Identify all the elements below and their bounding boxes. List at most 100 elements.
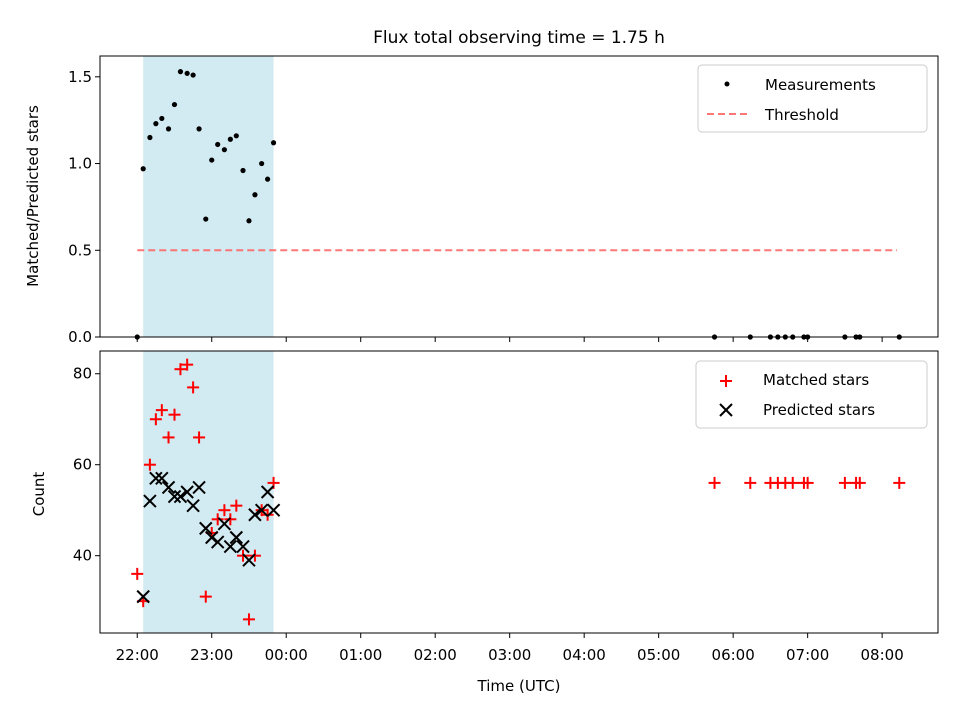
predicted-star-point	[136, 589, 150, 604]
matched-star-point	[893, 476, 906, 489]
matched-star-point	[242, 613, 255, 626]
legend-top: Measurements Threshold	[697, 64, 928, 133]
measurement-point	[147, 134, 153, 141]
predicted-star-point	[242, 553, 256, 567]
x-tick-label: 23:00	[190, 646, 233, 664]
matched-star-point	[199, 590, 212, 603]
predicted-star-point	[155, 471, 169, 486]
matched-star-point	[786, 476, 799, 489]
x-tick-label: 01:00	[339, 646, 382, 664]
predicted-star-point	[260, 485, 275, 499]
measurement-point	[240, 167, 246, 174]
matched-star-point	[708, 476, 721, 489]
measurement-point	[215, 141, 221, 148]
x-axis-label: Time (UTC)	[477, 677, 561, 695]
measurement-point	[177, 69, 184, 75]
y-tick-label: 1.5	[68, 68, 92, 86]
predicted-star-point	[248, 508, 262, 522]
predicted-star-point	[223, 539, 238, 554]
matched-star-point	[168, 408, 181, 421]
x-tick-label: 07:00	[786, 646, 829, 664]
legend-label-measurements: Measurements	[765, 76, 876, 94]
legend-marker-predicted	[719, 403, 733, 417]
measurement-point	[165, 126, 172, 132]
matched-star-point	[181, 358, 194, 371]
x-tick-label: 08:00	[861, 646, 904, 664]
measurement-point	[196, 126, 202, 132]
predicted-star-point	[229, 530, 244, 545]
predicted-star-point	[266, 503, 281, 517]
matched-star-point	[149, 413, 162, 426]
measurement-point	[270, 140, 277, 146]
legend-frame-bottom	[695, 360, 928, 429]
measurement-point	[259, 160, 265, 167]
measurement-point	[159, 115, 165, 122]
measurement-point	[171, 101, 178, 108]
predicted-star-point	[173, 489, 188, 504]
y-tick-label: 1.0	[68, 155, 92, 173]
measurement-point	[153, 121, 159, 127]
matched-star-point	[230, 499, 243, 512]
measurement-point	[233, 133, 239, 139]
panel-top: 0.0 0.5 1.0 1.5 Matched/Predicted stars Mea…	[24, 55, 939, 346]
measurement-point	[190, 72, 196, 78]
x-tick-label: 03:00	[488, 646, 531, 664]
y-tick-label: 0.0	[68, 328, 92, 346]
y-tick-label: 80	[73, 365, 92, 383]
measurement-point	[227, 136, 233, 142]
series-top	[134, 69, 902, 340]
matched-star-point	[131, 567, 144, 580]
legend-frame-top	[697, 64, 928, 133]
matched-star-point	[174, 363, 187, 376]
predicted-star-point	[167, 489, 182, 504]
legend-marker-measurements	[724, 81, 730, 87]
predicted-star-point	[192, 480, 206, 495]
y-axis-top: 0.0 0.5 1.0 1.5	[68, 68, 100, 346]
predicted-star-point	[254, 503, 269, 517]
matched-star-point	[801, 476, 814, 489]
measurement-point	[184, 70, 190, 76]
predicted-star-point	[186, 498, 200, 513]
matched-star-point	[853, 476, 866, 489]
chart-title: Flux total observing time = 1.75 h	[373, 28, 665, 48]
legend-marker-matched	[720, 375, 732, 387]
y-tick-label: 0.5	[68, 241, 92, 259]
matched-star-point	[218, 504, 231, 517]
x-tick-label: 02:00	[414, 646, 457, 664]
axes-frame-bottom	[99, 350, 939, 634]
legend-label-matched: Matched stars	[763, 371, 869, 389]
measurement-point	[221, 147, 227, 153]
y-axis-label-bottom: Count	[30, 472, 48, 517]
predicted-star-point	[149, 471, 163, 486]
matched-star-point	[744, 476, 757, 489]
y-axis-bottom: 40 60 80	[73, 365, 100, 565]
matched-star-point	[162, 431, 175, 444]
legend-label-threshold: Threshold	[764, 106, 839, 124]
matched-star-point	[193, 431, 206, 444]
predicted-star-point	[217, 517, 232, 531]
predicted-star-point	[161, 480, 176, 495]
matched-star-point	[211, 513, 224, 526]
x-tick-label: 06:00	[712, 646, 755, 664]
matched-star-point	[155, 404, 168, 417]
measurement-point	[203, 216, 209, 222]
shaded-interval-top	[143, 56, 274, 337]
matched-star-point	[838, 476, 851, 489]
matched-star-point	[143, 458, 156, 471]
y-axis-label-top: Matched/Predicted stars	[24, 105, 42, 287]
x-tick-label: 00:00	[265, 646, 308, 664]
measurement-point	[140, 166, 146, 172]
predicted-star-point	[199, 521, 213, 536]
predicted-star-point	[236, 539, 250, 554]
predicted-star-point	[180, 485, 194, 499]
measurement-point	[209, 157, 215, 163]
measurement-point	[246, 218, 252, 224]
predicted-star-point	[210, 535, 225, 549]
axes-frame-top	[99, 55, 939, 338]
x-tick-label: 05:00	[637, 646, 680, 664]
x-axis-bottom: 22:00 23:00 00:00 01:00 02:00 03:00 04:00 05:00…	[116, 633, 904, 664]
legend-label-predicted: Predicted stars	[763, 401, 875, 419]
matched-star-point	[187, 381, 200, 394]
measurement-point	[252, 192, 258, 198]
